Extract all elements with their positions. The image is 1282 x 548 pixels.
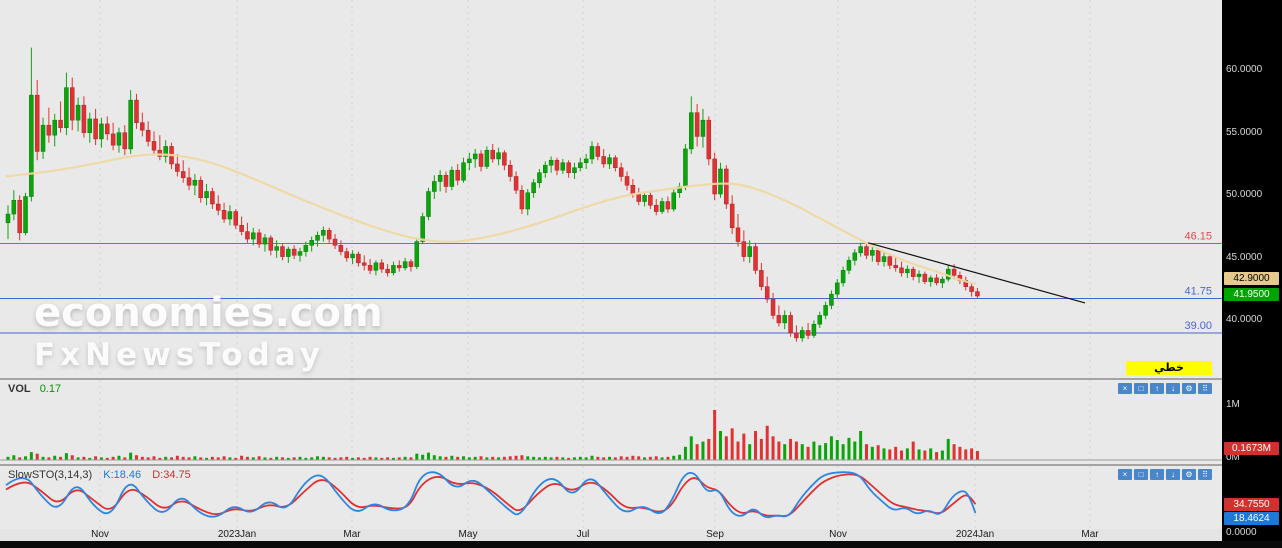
volume-move-down-button[interactable]: ↓: [1166, 383, 1180, 394]
ma-value-badge: 42.9000: [1224, 272, 1279, 285]
svg-text:46.15: 46.15: [1184, 230, 1212, 242]
candlestick-chart[interactable]: 46.15 41.75 39.00: [0, 0, 1222, 378]
stochastic-close-button[interactable]: ×: [1118, 469, 1132, 480]
time-axis-label: Nov: [829, 529, 847, 540]
stochastic-settings-button[interactable]: ⚙: [1182, 469, 1196, 480]
last-price-badge: 41.9500: [1224, 288, 1279, 301]
price-axis-label: 60.0000: [1226, 64, 1263, 75]
time-axis-label: Mar: [1081, 529, 1099, 540]
stochastic-drag-handle[interactable]: ⠿: [1198, 469, 1212, 480]
time-axis-label: Jul: [576, 529, 590, 540]
stochastic-move-down-button[interactable]: ↓: [1166, 469, 1180, 480]
volume-pane-toolbar: × □ ↑ ↓ ⚙ ⠿: [1118, 383, 1212, 394]
volume-value-badge: 0.1673M: [1224, 442, 1279, 455]
volume-axis-label-bottom: 0M: [1226, 452, 1240, 463]
volume-drag-handle[interactable]: ⠿: [1198, 383, 1212, 394]
time-axis-label: Mar: [343, 529, 361, 540]
volume-maximize-button[interactable]: □: [1134, 383, 1148, 394]
stochastic-label: SlowSTO(3,14,3): [8, 469, 93, 481]
stochastic-pane-toolbar: × □ ↑ ↓ ⚙ ⠿: [1118, 469, 1212, 480]
sto-d-badge: 34.7550: [1224, 498, 1279, 511]
stochastic-pane[interactable]: SlowSTO(3,14,3) K:18.46 D:34.75 × □ ↑ ↓ …: [0, 466, 1222, 529]
volume-current-value: 0.17: [39, 383, 62, 395]
volume-close-button[interactable]: ×: [1118, 383, 1132, 394]
horizontal-scrollbar[interactable]: [0, 541, 1282, 548]
svg-text:41.75: 41.75: [1184, 286, 1212, 298]
pane-separator[interactable]: [0, 464, 1222, 466]
volume-chart[interactable]: [0, 380, 1222, 464]
time-axis-label: Sep: [706, 529, 724, 540]
price-axis-label: 55.0000: [1226, 127, 1263, 138]
time-axis-label: 2024Jan: [955, 529, 995, 540]
sto-axis-label-bottom: 0.0000: [1226, 527, 1257, 538]
volume-move-up-button[interactable]: ↑: [1150, 383, 1164, 394]
volume-axis-label-top: 1M: [1226, 399, 1240, 410]
sto-k-badge: 18.4624: [1224, 512, 1279, 525]
svg-text:39.00: 39.00: [1184, 320, 1212, 332]
time-axis-label: 2023Jan: [217, 529, 257, 540]
price-chart-pane[interactable]: 46.15 41.75 39.00 economies.com FxNewsToda…: [0, 0, 1222, 378]
volume-pane[interactable]: VOL 0.17 × □ ↑ ↓ ⚙ ⠿: [0, 380, 1222, 464]
time-axis[interactable]: Nov 2023Jan Mar May Jul Sep Nov 2024Jan Mar: [0, 529, 1222, 541]
price-axis-label: 40.0000: [1226, 314, 1263, 325]
stochastic-k-value: K:18.46: [103, 469, 142, 481]
stochastic-pane-header: SlowSTO(3,14,3) K:18.46 D:34.75: [8, 469, 191, 481]
price-axis[interactable]: 60.0000 55.0000 50.0000 45.0000 40.0000 …: [1222, 0, 1282, 548]
time-axis-label: Nov: [91, 529, 109, 540]
stochastic-move-up-button[interactable]: ↑: [1150, 469, 1164, 480]
price-axis-label: 50.0000: [1226, 189, 1263, 200]
stochastic-d-value: D:34.75: [152, 469, 191, 481]
pane-separator[interactable]: [0, 378, 1222, 380]
volume-settings-button[interactable]: ⚙: [1182, 383, 1196, 394]
stochastic-maximize-button[interactable]: □: [1134, 469, 1148, 480]
volume-pane-header: VOL 0.17: [8, 383, 61, 395]
time-axis-label: May: [458, 529, 478, 540]
price-axis-label: 45.0000: [1226, 252, 1263, 263]
volume-label: VOL: [8, 383, 31, 395]
scale-type-badge[interactable]: خطي: [1126, 361, 1212, 375]
stochastic-chart[interactable]: [0, 466, 1222, 529]
